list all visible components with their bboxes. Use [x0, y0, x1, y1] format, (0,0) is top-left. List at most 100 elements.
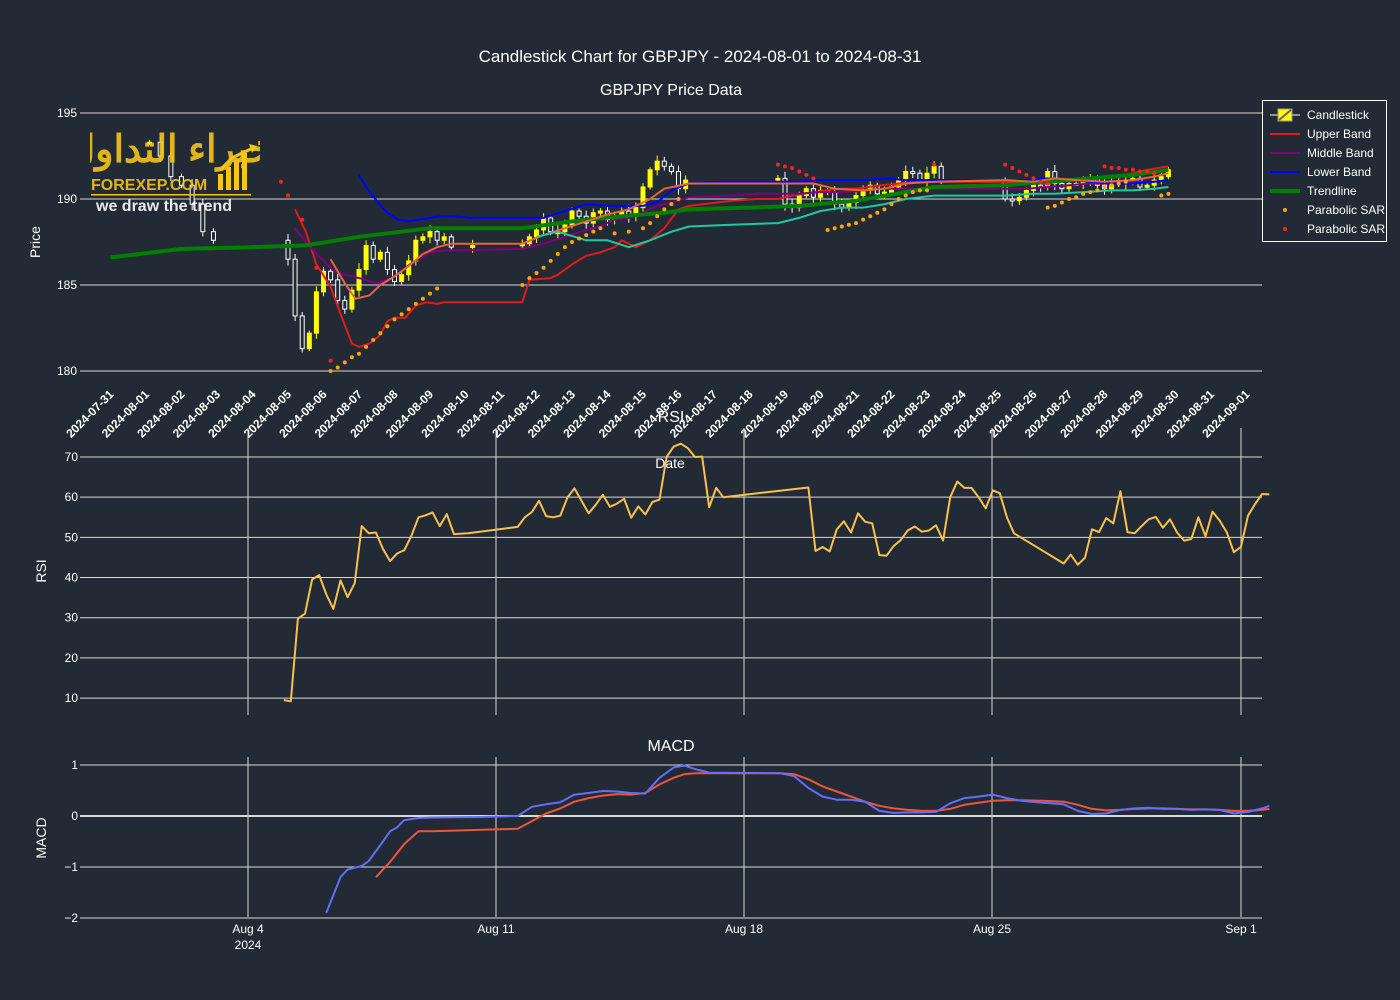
- macd-y-tick-label: −1: [64, 860, 78, 874]
- macd-x-tick-year: 2024: [235, 938, 262, 952]
- sar-low-dot: [1116, 181, 1121, 186]
- candle-body: [931, 165, 937, 174]
- legend-symbol-icon: [1267, 219, 1303, 238]
- legend-item[interactable]: Middle Band: [1267, 143, 1386, 162]
- sar-high-dot: [811, 176, 816, 181]
- sar-low-dot: [861, 217, 866, 222]
- candle-body: [597, 210, 603, 214]
- candle-body: [377, 251, 383, 260]
- rsi-line: [283, 442, 1270, 703]
- legend-symbol-icon: [1267, 143, 1303, 162]
- macd-x-tick-label: Aug 11: [477, 922, 514, 936]
- sar-high-dot: [1109, 166, 1114, 171]
- sar-low-dot: [875, 210, 880, 215]
- sar-low-dot: [413, 301, 418, 306]
- sar-low-dot: [534, 270, 539, 275]
- sar-low-dot: [896, 197, 901, 201]
- price-y-tick-label: 190: [57, 192, 77, 206]
- candle-body: [363, 244, 369, 271]
- sar-high-dot: [1038, 179, 1043, 184]
- sar-high-dot: [804, 172, 809, 177]
- candle-body: [661, 160, 667, 167]
- candle-body: [157, 141, 163, 157]
- sar-low-dot: [846, 222, 851, 227]
- candle-body: [299, 315, 305, 350]
- sar-high-dot: [1138, 169, 1142, 174]
- candle-body: [654, 160, 660, 171]
- legend-item[interactable]: Parabolic SAR: [1267, 219, 1386, 238]
- sar-low-dot: [385, 324, 390, 329]
- price-x-axis-title: Date: [655, 455, 685, 471]
- candle-body: [179, 176, 184, 186]
- sar-low-dot: [371, 338, 376, 343]
- legend-item[interactable]: Candlestick: [1267, 105, 1386, 124]
- logo-graphic: خبراء التداول FOREXEP.COM we draw the tr…: [68, 129, 273, 215]
- sar-high-dot: [1003, 162, 1008, 167]
- candle-body: [903, 170, 909, 181]
- sar-low-dot: [562, 245, 567, 250]
- candle-body: [1009, 198, 1015, 202]
- macd-y-tick-label: −2: [64, 911, 78, 925]
- sar-low-dot: [917, 188, 922, 193]
- lower-band-line: [358, 174, 1169, 223]
- rsi-y-tick-label: 60: [65, 490, 79, 504]
- sar-low-dot: [1045, 205, 1050, 210]
- macd-subplot-title: MACD: [647, 738, 694, 755]
- candle-body: [313, 291, 319, 334]
- sar-low-dot: [420, 296, 425, 301]
- candle-body: [200, 203, 206, 233]
- rsi-y-tick-label: 40: [65, 571, 79, 585]
- sar-low-dot: [392, 317, 397, 322]
- legend-item[interactable]: Lower Band: [1267, 162, 1386, 181]
- candle-body: [342, 299, 348, 310]
- sar-low-dot: [1095, 188, 1100, 193]
- candle-body: [917, 172, 923, 181]
- sar-low-dot: [1166, 191, 1171, 196]
- candle-body: [399, 274, 405, 283]
- rsi-subplot-title: RSI: [658, 409, 685, 426]
- sar-low-dot: [882, 207, 887, 212]
- sar-high-dot: [1031, 176, 1036, 181]
- legend-symbol-icon: [1267, 181, 1303, 200]
- rsi-y-tick-label: 70: [65, 450, 79, 464]
- sar-low-dot: [570, 240, 574, 244]
- candle-body: [938, 165, 944, 181]
- legend-item[interactable]: Parabolic SAR: [1267, 200, 1386, 219]
- sar-low-dot: [364, 344, 369, 349]
- price-subplot-title: GBPJPY Price Data: [600, 82, 742, 99]
- rsi-plot: 10 20 30 40 50 60 70: [65, 428, 1270, 715]
- sar-high-dot: [1045, 181, 1050, 186]
- sar-high-dot: [1123, 167, 1128, 172]
- logo-divider: [91, 194, 251, 196]
- sar-high-dot: [328, 358, 333, 363]
- candle-body: [668, 165, 674, 172]
- legend-symbol-icon: [1267, 124, 1303, 143]
- candle-body: [168, 155, 174, 178]
- sar-low-dot: [591, 229, 596, 234]
- chart-title: Candlestick Chart for GBPJPY - 2024-08-0…: [479, 47, 922, 66]
- rsi-y-tick-label: 30: [65, 611, 79, 625]
- sar-low-dot: [378, 331, 383, 336]
- sar-low-dot: [1109, 183, 1114, 188]
- rsi-y-tick-label: 10: [65, 691, 79, 705]
- legend-item[interactable]: Trendline: [1267, 181, 1386, 200]
- sar-low-dot: [655, 214, 660, 219]
- candle-body: [775, 177, 781, 181]
- candle-body: [434, 231, 440, 241]
- price-y-tick-label: 195: [57, 106, 77, 120]
- candle-body: [306, 332, 312, 350]
- candle-body: [569, 210, 575, 226]
- sar-low-dot: [641, 226, 645, 231]
- sar-high-dot: [1024, 172, 1029, 177]
- signal-line: [375, 772, 1270, 878]
- candle-body: [448, 236, 454, 248]
- candle-body: [1016, 196, 1022, 202]
- sar-high-dot: [1152, 171, 1157, 176]
- legend-item[interactable]: Upper Band: [1267, 124, 1386, 143]
- sar-low-dot: [342, 360, 347, 365]
- legend: Candlestick Upper Band Middle Band Lower Ba…: [1262, 100, 1387, 242]
- candle-body: [335, 279, 341, 301]
- trendline: [110, 167, 1169, 260]
- sar-high-dot: [1130, 167, 1135, 172]
- sar-low-dot: [584, 233, 589, 238]
